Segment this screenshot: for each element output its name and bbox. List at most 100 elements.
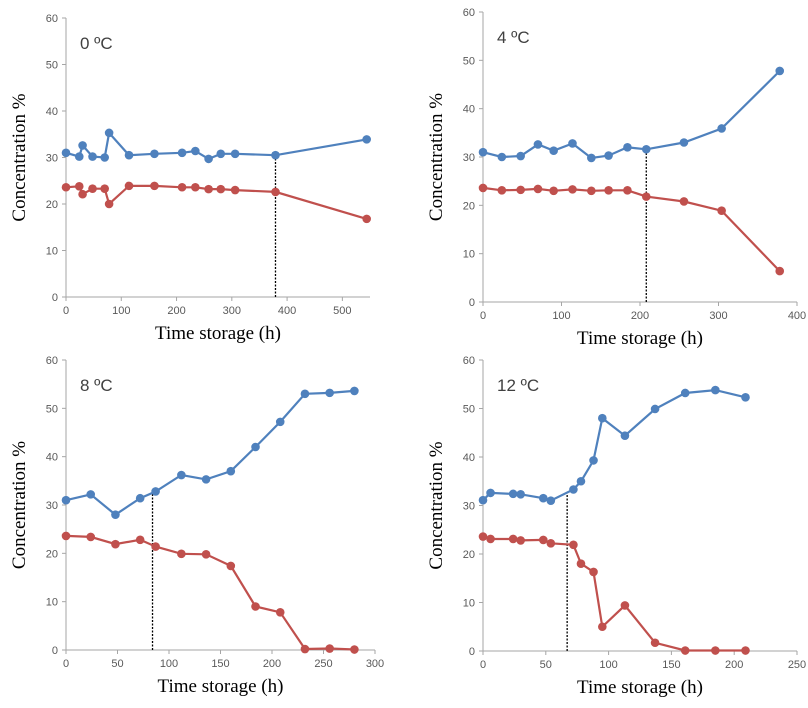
data-point-red	[680, 646, 690, 655]
x-tick-label: 0	[480, 310, 486, 322]
panel-label: 0 ºC	[80, 34, 113, 53]
data-point-red	[568, 185, 577, 194]
data-point-red	[230, 185, 240, 195]
y-tick-label: 30	[46, 500, 58, 512]
x-tick-label: 300	[709, 310, 727, 322]
y-tick-label: 30	[46, 153, 58, 165]
data-point-red	[604, 186, 613, 195]
data-point-blue	[100, 153, 109, 162]
data-point-red	[478, 183, 488, 193]
data-point-red	[589, 567, 598, 577]
x-tick-label: 250	[314, 658, 332, 670]
panel-label: 8 ºC	[80, 376, 113, 395]
data-point-red	[216, 184, 226, 194]
data-point-red	[516, 185, 525, 195]
y-tick-label: 20	[46, 548, 58, 560]
y-tick-label: 60	[46, 13, 58, 25]
series-line-blue	[482, 70, 781, 160]
data-point-blue	[216, 149, 226, 159]
y-tick-label: 20	[463, 200, 475, 212]
data-point-blue	[717, 124, 726, 133]
data-point-red	[569, 540, 578, 550]
x-tick-label: 300	[366, 658, 384, 670]
data-point-red	[620, 601, 630, 610]
data-point-red	[61, 531, 71, 541]
data-point-blue	[61, 495, 71, 505]
x-tick-label: 200	[263, 658, 281, 670]
y-tick-label: 50	[46, 60, 58, 72]
y-tick-label: 40	[463, 104, 475, 116]
y-tick-label: 60	[463, 355, 475, 367]
data-point-blue	[78, 141, 87, 150]
y-tick-label: 0	[469, 646, 475, 658]
data-point-red	[650, 638, 660, 648]
data-point-red	[741, 646, 750, 655]
chart-panel-4: 0 10 20 30 40 50 60 0 50 100 150 200 250 12 ºC Time st…	[426, 355, 806, 698]
y-tick-label: 40	[463, 452, 475, 464]
x-tick-label: 0	[63, 658, 69, 670]
y-tick-label: 10	[463, 249, 475, 261]
data-point-blue	[325, 388, 334, 398]
chart-panel-3: 0 10 20 30 40 50 60 0 50 100 150 200 250 300 8 ºC Time …	[9, 355, 384, 697]
data-point-red	[508, 534, 518, 544]
x-axis-title: Time storage (h)	[158, 676, 284, 697]
y-tick-label: 0	[469, 297, 475, 309]
data-point-blue	[549, 146, 558, 156]
data-point-blue	[546, 496, 556, 505]
data-point-red	[711, 646, 720, 655]
y-tick-label: 0	[52, 292, 58, 304]
data-point-blue	[620, 431, 630, 440]
data-point-red	[516, 536, 525, 545]
series-line-red	[482, 535, 746, 652]
data-point-blue	[251, 442, 260, 452]
data-point-blue	[135, 493, 145, 503]
series-line-blue	[65, 130, 367, 161]
data-point-red	[151, 542, 160, 551]
data-point-red	[325, 644, 334, 653]
series-line-red	[482, 186, 781, 272]
data-point-red	[576, 559, 586, 568]
data-point-blue	[201, 475, 211, 484]
data-point-blue	[478, 147, 488, 157]
x-tick-label: 500	[333, 305, 351, 317]
data-point-red	[350, 645, 359, 654]
data-point-red	[641, 192, 651, 201]
data-point-blue	[177, 470, 186, 480]
y-tick-label: 0	[52, 645, 58, 657]
data-point-red	[271, 187, 280, 197]
y-axis-title: Concentration %	[426, 441, 447, 569]
data-point-blue	[679, 138, 689, 147]
data-point-red	[135, 535, 145, 545]
y-tick-label: 10	[46, 246, 58, 258]
data-point-blue	[74, 152, 84, 161]
data-point-blue	[587, 153, 596, 163]
x-tick-label: 0	[480, 659, 486, 671]
data-point-red	[538, 535, 548, 545]
data-point-blue	[111, 510, 120, 519]
data-point-blue	[478, 495, 488, 505]
x-tick-label: 50	[111, 658, 123, 670]
data-point-red	[124, 181, 134, 191]
data-point-blue	[486, 488, 495, 498]
data-point-blue	[576, 476, 586, 486]
y-tick-label: 10	[463, 598, 475, 610]
data-point-blue	[61, 148, 71, 158]
data-point-blue	[538, 493, 548, 503]
data-point-red	[78, 189, 87, 199]
data-point-blue	[177, 148, 187, 158]
y-tick-label: 10	[46, 597, 58, 609]
series-line-blue	[482, 388, 746, 502]
x-tick-label: 0	[63, 305, 69, 317]
data-point-red	[251, 602, 260, 611]
data-point-blue	[104, 128, 114, 138]
data-point-red	[717, 206, 726, 215]
data-point-red	[587, 186, 596, 196]
data-point-blue	[568, 139, 577, 148]
data-point-blue	[362, 135, 371, 144]
data-point-red	[61, 182, 71, 192]
x-tick-label: 200	[631, 310, 649, 322]
x-axis-title: Time storage (h)	[577, 328, 703, 349]
y-tick-label: 20	[463, 549, 475, 561]
data-point-blue	[775, 66, 785, 76]
